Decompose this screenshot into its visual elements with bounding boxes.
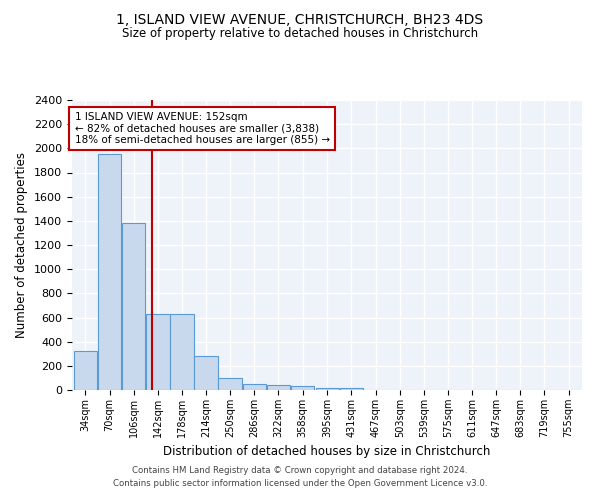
X-axis label: Distribution of detached houses by size in Christchurch: Distribution of detached houses by size … xyxy=(163,446,491,458)
Bar xyxy=(266,385,290,390)
Bar xyxy=(194,356,218,390)
Y-axis label: Number of detached properties: Number of detached properties xyxy=(16,152,28,338)
Bar xyxy=(146,314,170,390)
Bar xyxy=(340,388,363,390)
Text: Contains HM Land Registry data © Crown copyright and database right 2024.
Contai: Contains HM Land Registry data © Crown c… xyxy=(113,466,487,487)
Bar xyxy=(242,384,266,390)
Bar xyxy=(170,314,194,390)
Bar xyxy=(218,378,242,390)
Bar xyxy=(74,352,97,390)
Bar xyxy=(291,386,314,390)
Bar xyxy=(122,223,145,390)
Text: Size of property relative to detached houses in Christchurch: Size of property relative to detached ho… xyxy=(122,28,478,40)
Bar xyxy=(316,388,339,390)
Bar xyxy=(98,154,121,390)
Text: 1 ISLAND VIEW AVENUE: 152sqm
← 82% of detached houses are smaller (3,838)
18% of: 1 ISLAND VIEW AVENUE: 152sqm ← 82% of de… xyxy=(74,112,330,146)
Text: 1, ISLAND VIEW AVENUE, CHRISTCHURCH, BH23 4DS: 1, ISLAND VIEW AVENUE, CHRISTCHURCH, BH2… xyxy=(116,12,484,26)
